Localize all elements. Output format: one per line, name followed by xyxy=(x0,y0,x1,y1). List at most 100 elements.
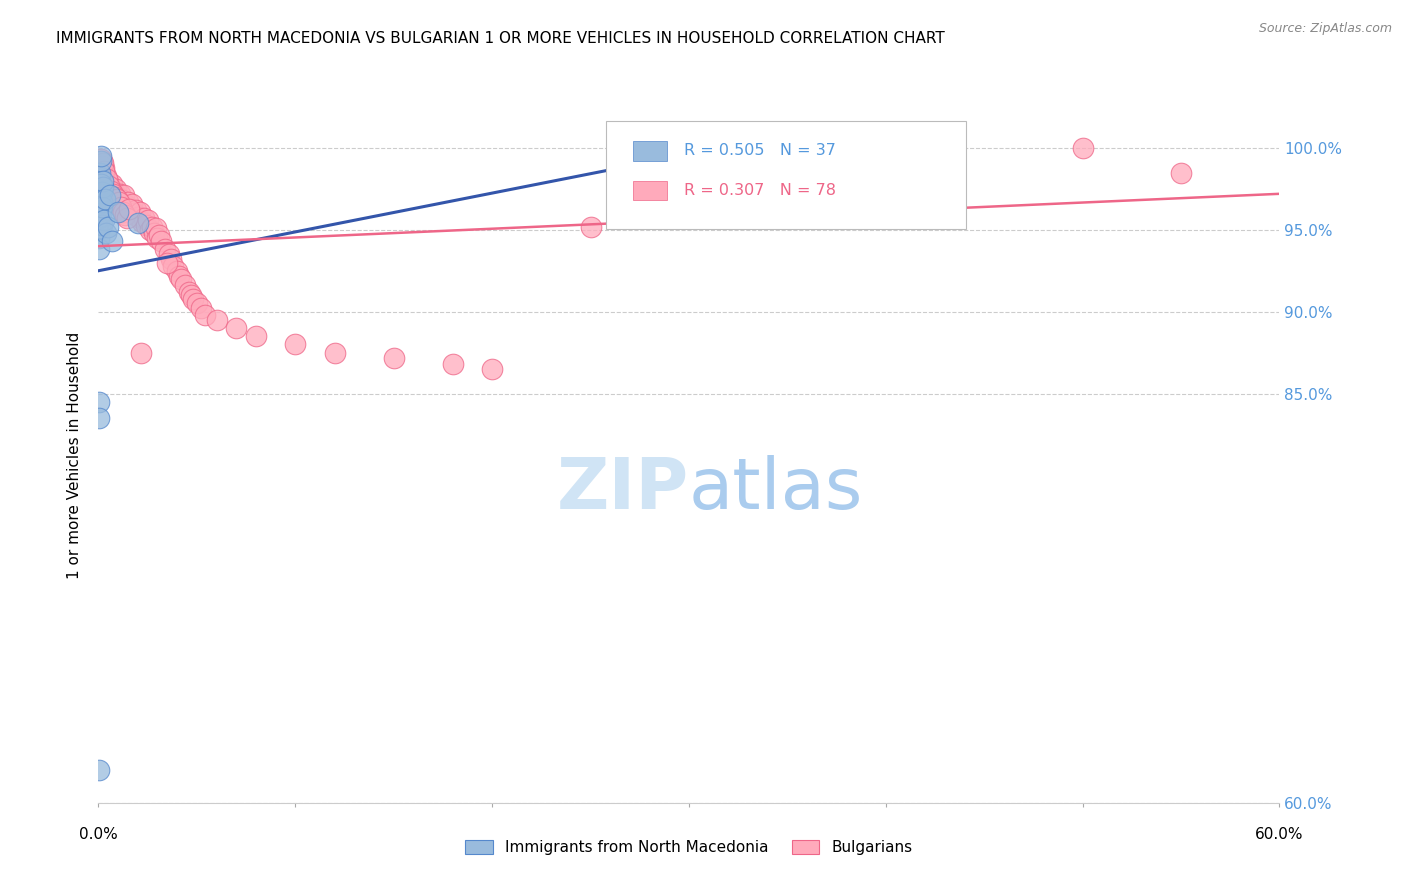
Text: R = 0.505   N = 37: R = 0.505 N = 37 xyxy=(685,144,837,159)
Point xyxy=(90,154,112,169)
Point xyxy=(129,345,152,359)
Point xyxy=(112,188,135,202)
Point xyxy=(128,204,150,219)
Point xyxy=(177,285,200,299)
Point xyxy=(103,186,125,201)
Point xyxy=(97,219,120,234)
Point xyxy=(162,259,184,273)
Point xyxy=(94,175,117,189)
Point xyxy=(90,185,112,199)
Point xyxy=(96,169,118,183)
Point xyxy=(90,149,112,163)
Point xyxy=(91,154,114,169)
Point xyxy=(93,164,115,178)
Point xyxy=(91,180,114,194)
Point xyxy=(194,308,217,322)
Point xyxy=(628,141,651,155)
Point xyxy=(166,264,188,278)
Point xyxy=(93,165,115,179)
Point xyxy=(190,301,212,316)
Point xyxy=(127,210,149,224)
Point xyxy=(245,329,267,343)
Point xyxy=(101,177,124,191)
Point xyxy=(186,296,208,310)
Point xyxy=(150,234,173,248)
Point xyxy=(90,206,112,220)
Point xyxy=(101,234,124,248)
Point xyxy=(181,292,204,306)
Point xyxy=(118,202,141,216)
Point xyxy=(135,218,157,232)
Point xyxy=(156,255,179,269)
Point xyxy=(98,188,121,202)
Point xyxy=(112,204,135,219)
Point xyxy=(107,204,129,219)
Point xyxy=(87,763,110,777)
Point xyxy=(170,272,193,286)
FancyBboxPatch shape xyxy=(634,141,666,161)
Point xyxy=(91,200,114,214)
Point xyxy=(87,214,110,228)
Point xyxy=(1170,165,1192,179)
Point xyxy=(97,174,120,188)
Point xyxy=(132,211,155,226)
Point xyxy=(125,203,148,218)
Point xyxy=(87,411,110,425)
Point xyxy=(90,153,112,167)
Point xyxy=(141,219,163,234)
Point xyxy=(87,231,110,245)
Point xyxy=(104,190,127,204)
Point xyxy=(115,211,138,226)
Point xyxy=(121,196,143,211)
Point xyxy=(96,172,118,186)
Point xyxy=(323,345,346,359)
Point xyxy=(108,186,131,201)
Point xyxy=(145,221,167,235)
Point xyxy=(90,162,112,177)
Point xyxy=(89,165,111,179)
Point xyxy=(579,219,602,234)
Point xyxy=(110,200,132,214)
Point xyxy=(96,226,118,240)
Point xyxy=(146,231,169,245)
Point xyxy=(155,243,177,257)
Point xyxy=(180,288,202,302)
Point xyxy=(89,198,111,212)
Point xyxy=(131,214,153,228)
Point xyxy=(118,202,141,216)
Point xyxy=(89,157,111,171)
Point xyxy=(89,170,111,185)
Point xyxy=(117,194,139,209)
Text: 60.0%: 60.0% xyxy=(1256,828,1303,842)
Point xyxy=(89,182,111,196)
Point xyxy=(98,180,121,194)
Point xyxy=(108,194,131,209)
Point xyxy=(103,185,125,199)
Point xyxy=(776,141,799,155)
Point xyxy=(105,182,128,196)
Point xyxy=(284,337,307,351)
Point xyxy=(93,174,115,188)
Text: atlas: atlas xyxy=(689,455,863,524)
Point xyxy=(441,357,464,371)
Text: ZIP: ZIP xyxy=(557,455,689,524)
Point xyxy=(89,194,111,208)
Text: Source: ZipAtlas.com: Source: ZipAtlas.com xyxy=(1258,22,1392,36)
Point xyxy=(105,192,128,206)
Point xyxy=(157,247,180,261)
Point xyxy=(100,184,122,198)
Legend: Immigrants from North Macedonia, Bulgarians: Immigrants from North Macedonia, Bulgari… xyxy=(460,834,918,862)
Point xyxy=(111,194,134,208)
Point xyxy=(167,268,190,283)
Text: 0.0%: 0.0% xyxy=(79,828,118,842)
Point xyxy=(382,351,405,365)
Point xyxy=(160,252,183,267)
Point xyxy=(89,210,111,224)
Point xyxy=(93,161,115,175)
FancyBboxPatch shape xyxy=(606,121,966,229)
Point xyxy=(481,362,503,376)
Point xyxy=(205,313,228,327)
Point xyxy=(90,194,112,209)
Point xyxy=(225,321,247,335)
Text: IMMIGRANTS FROM NORTH MACEDONIA VS BULGARIAN 1 OR MORE VEHICLES IN HOUSEHOLD COR: IMMIGRANTS FROM NORTH MACEDONIA VS BULGA… xyxy=(56,31,945,46)
